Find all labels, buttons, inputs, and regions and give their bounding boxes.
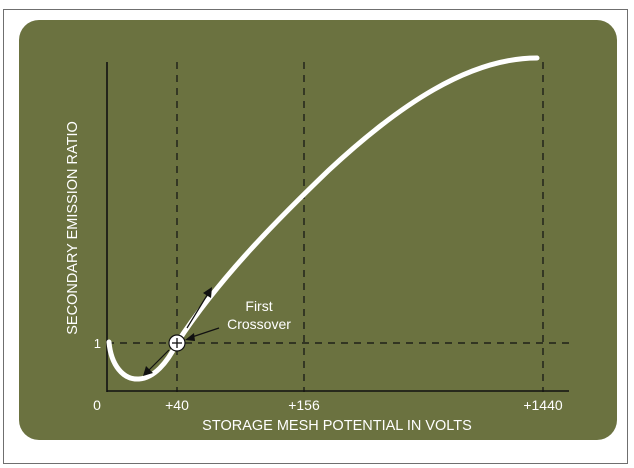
chart-background bbox=[19, 20, 617, 440]
chart: First Crossover 1 0 +40 +156 +1440 STORA… bbox=[19, 20, 617, 440]
annotation-line-2: Crossover bbox=[227, 316, 291, 332]
x-tick-label-0: 0 bbox=[93, 397, 101, 413]
arrow-down-left-head bbox=[143, 366, 153, 376]
x-tick-label-40: +40 bbox=[165, 397, 189, 413]
chart-panel: First Crossover 1 0 +40 +156 +1440 STORA… bbox=[19, 20, 617, 440]
arrow-up-right bbox=[186, 291, 210, 329]
x-axis-label: STORAGE MESH POTENTIAL IN VOLTS bbox=[202, 418, 472, 434]
x-tick-label-156: +156 bbox=[288, 397, 320, 413]
arrow-down-left bbox=[146, 349, 170, 373]
y-axis-label: SECONDARY EMISSION RATIO bbox=[65, 121, 81, 335]
y-tick-label-1: 1 bbox=[94, 336, 101, 351]
series-curve bbox=[106, 55, 540, 382]
x-tick-label-1440: +1440 bbox=[523, 397, 563, 413]
arrow-up-right-head bbox=[203, 287, 212, 298]
annotation-line-1: First bbox=[245, 298, 272, 314]
annotation-arrow-head bbox=[185, 333, 195, 341]
